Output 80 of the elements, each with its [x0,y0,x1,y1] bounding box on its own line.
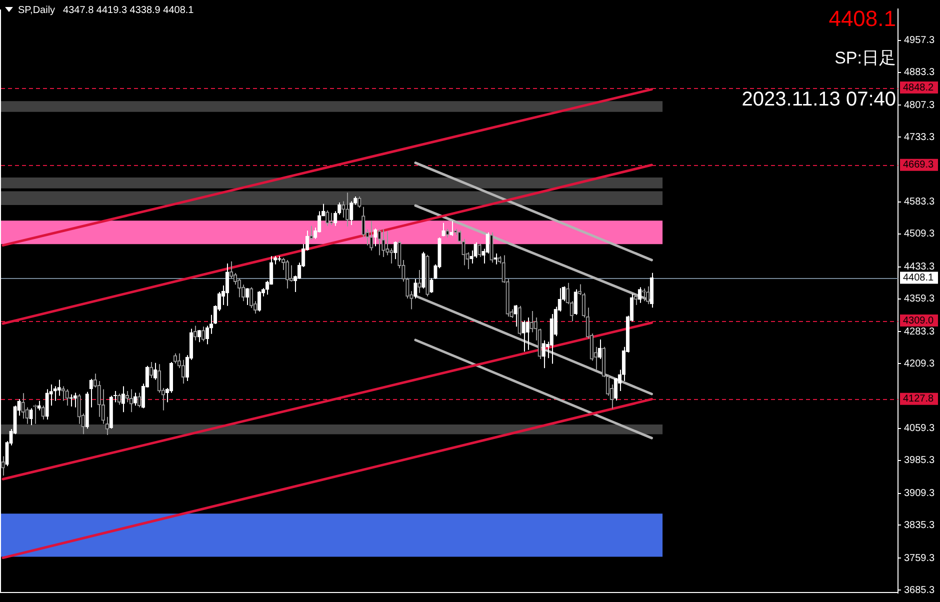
candlestick [614,378,618,401]
chart-subtitle: 4347.8 4419.3 4338.9 4408.1 [63,4,194,16]
candlestick [121,386,125,413]
candlestick [350,200,354,226]
candlestick [358,196,362,208]
candlestick [201,326,206,342]
candlestick [37,400,41,411]
candlestick [33,404,37,424]
candlestick [390,248,394,264]
candlestick [65,388,69,406]
candlestick [338,202,342,216]
candlestick [129,388,133,413]
y-tick-label: 4733.3 [904,132,936,143]
candlestick [326,210,330,226]
ref-line-label: 4309.0 [903,315,934,326]
candlestick [69,394,73,408]
y-tick-label: 4283.3 [904,326,936,338]
candlestick [153,362,157,380]
ref-line-label: 4127.8 [903,394,934,405]
y-tick-label: 4957.3 [904,35,936,46]
candlestick [193,325,198,341]
annotation: SP:日足 [834,48,896,68]
candlestick [522,320,526,352]
candlestick [1,456,5,476]
candlestick [362,206,366,238]
candlestick [45,388,49,420]
annotation: 4408.1 [828,6,896,32]
candlestick [41,405,45,420]
y-tick-label: 4807.3 [904,100,936,111]
y-tick-label: 3759.3 [904,552,936,564]
candlestick [229,260,234,280]
candlestick [418,269,422,294]
candlestick [330,212,334,226]
ref-line-label: 4669.3 [903,160,934,171]
y-tick-label: 4433.3 [904,262,936,273]
candlestick [494,253,498,265]
y-tick-label: 4883.3 [904,67,936,78]
candlestick [646,286,650,305]
candlestick [173,352,178,364]
candlestick [382,228,386,258]
y-tick-label: 3685.3 [904,584,936,596]
ref-line-label: 4408.1 [903,272,934,284]
candlestick [394,240,398,260]
candlestick [574,288,578,316]
candlestick [542,340,546,369]
candlestick [442,222,446,237]
candlestick [406,277,410,299]
candlestick [478,244,482,258]
candlestick [245,288,250,306]
y-tick-label: 4509.3 [904,228,936,240]
candlestick [342,200,346,218]
candlestick [61,386,65,402]
candlestick [414,278,418,299]
candlestick [157,364,162,394]
candlestick [249,286,254,308]
annotation: 2023.11.13 07:40 [742,88,896,111]
candlestick [21,392,25,420]
candlestick [346,192,350,227]
y-tick-label: 4583.3 [904,196,936,208]
candlestick [53,386,57,402]
y-tick-label: 4359.3 [904,294,936,305]
candlestick [378,228,382,256]
candlestick [205,325,210,345]
candlestick [374,228,378,247]
y-tick-label: 4059.3 [904,423,936,434]
ref-line-label: 4848.2 [903,82,934,94]
candlestick [514,304,518,328]
candlestick [29,408,33,426]
y-tick-label: 3909.3 [904,488,936,500]
candlestick [386,230,390,256]
candlestick [450,220,454,236]
y-tick-label: 3835.3 [904,520,936,531]
candlestick [197,330,202,343]
candlestick [370,220,374,252]
candlestick [257,290,262,312]
candlestick [310,225,314,240]
y-tick-label: 3985.3 [904,455,936,466]
chart-title: SP,Daily [18,4,56,16]
candlestick [430,278,434,294]
y-tick-label: 4209.3 [904,358,936,370]
